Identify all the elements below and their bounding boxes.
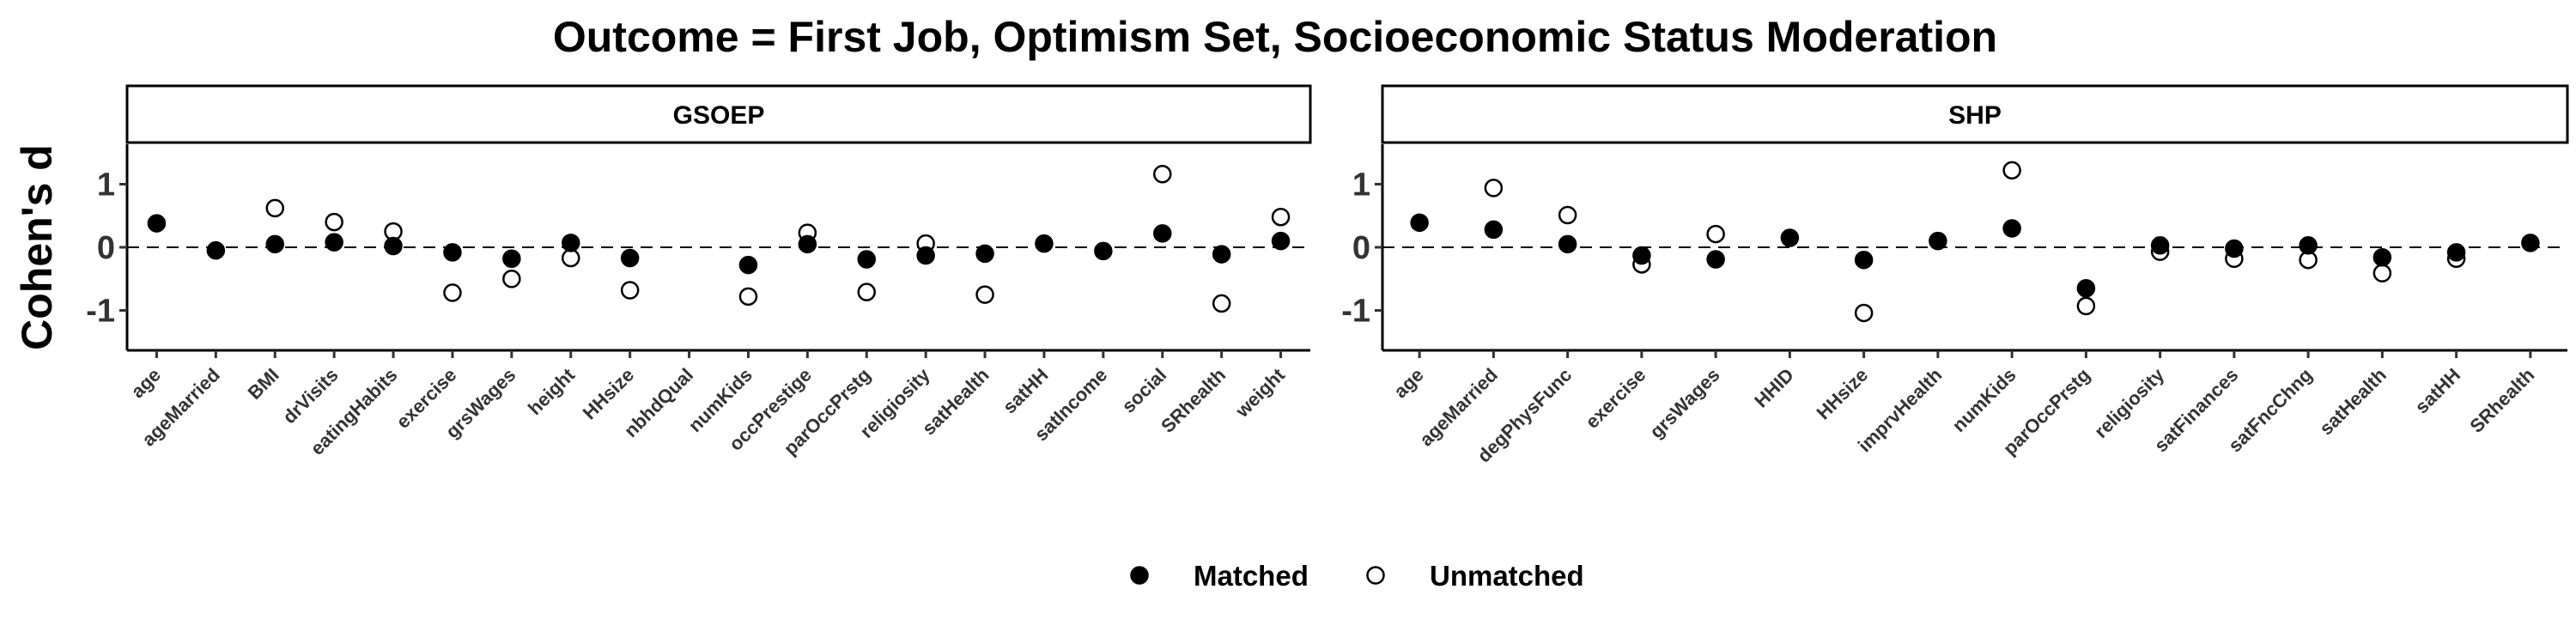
matched-point-satHealth [2372,248,2392,267]
x-tick-label: SRhealth [2465,364,2538,437]
matched-point-grsWages [1706,250,1725,269]
x-tick-label: HHsize [1813,364,1873,424]
matched-point-height [562,234,580,252]
matched-point-age [147,214,167,233]
unmatched-point-numKids [738,287,758,307]
matched-point-satFncChng [2299,236,2318,255]
unmatched-point-grsWages [502,270,521,289]
unmatched-point-HHsize [620,281,640,300]
unmatched-point-BMI [265,198,284,218]
matched-point-ageMarried [1484,220,1504,240]
legend-marker-matched [1130,566,1149,585]
strip-label-shp: SHP [1948,101,2002,130]
unmatched-point-parOccPrstg [857,283,876,301]
strip-box-shp [1381,84,2569,144]
matched-point-BMI [265,234,284,254]
legend-label-matched: Matched [1194,560,1309,592]
unmatched-point-weight [1271,207,1291,227]
strip-label-gsoep: GSOEP [673,101,765,130]
legend-label-unmatched: Unmatched [1430,560,1584,592]
matched-point-exercise [1632,246,1651,265]
unmatched-point-degPhysFunc [1558,205,1577,225]
legend-marker-unmatched [1366,566,1385,585]
matched-point-drVisits [325,233,343,252]
matched-point-occPrestige [798,234,817,254]
unmatched-point-exercise [443,283,462,302]
unmatched-point-numKids [2002,161,2021,180]
y-tick-label: -1 [1341,294,1370,330]
matched-point-religiosity [916,246,935,265]
y-tick-label: 0 [1352,230,1370,266]
matched-point-satHealth [975,244,994,264]
unmatched-point-grsWages [1706,224,1725,244]
matched-point-parOccPrstg [857,250,876,269]
matched-point-satIncome [1094,241,1113,261]
strip-box-gsoep [125,84,1312,144]
y-tick-label: 1 [97,167,115,204]
matched-point-numKids [2002,219,2021,238]
y-axis-label: Cohen's d [13,144,61,350]
matched-point-satHH [2446,243,2466,262]
y-tick-label: -1 [86,294,115,330]
matched-point-numKids [738,255,758,275]
matched-point-satHH [1035,234,1054,253]
matched-point-degPhysFunc [1558,234,1577,254]
matched-point-parOccPrstg [2076,279,2096,298]
unmatched-point-drVisits [325,212,343,232]
unmatched-point-satHealth [975,285,994,304]
x-tick-label: exercise [1581,364,1649,433]
matched-point-HHID [1780,228,1800,247]
x-tick-label: religiosity [2090,363,2169,442]
matched-point-imprvHealth [1929,231,1947,251]
x-tick-label: satHealth [2315,364,2391,440]
unmatched-point-parOccPrstg [2076,296,2096,316]
x-tick-label: age [1389,364,1427,402]
x-tick-label: numKids [1947,364,2020,436]
matched-point-HHsize [1854,250,1874,270]
unmatched-point-height [562,248,580,268]
matched-point-exercise [443,243,462,262]
y-tick-label: 1 [1352,167,1370,204]
x-tick-label: weight [1230,363,1289,422]
matched-point-religiosity [2150,236,2170,255]
matched-point-age [1410,213,1429,233]
matched-point-SRhealth [2521,234,2540,252]
chart-title: Outcome = First Job, Optimism Set, Socio… [553,13,1997,61]
matched-point-HHsize [620,248,640,268]
x-tick-label: SRhealth [1157,364,1230,437]
unmatched-point-HHsize [1854,303,1874,323]
x-tick-label: HHID [1750,364,1798,412]
matched-point-eatingHabits [384,236,403,256]
matched-point-satFinances [2225,239,2244,258]
unmatched-point-SRhealth [1212,294,1231,313]
legend: Matched Unmatched [1130,560,1584,592]
matched-point-social [1153,224,1172,243]
x-tick-label: social [1118,364,1171,417]
matched-point-ageMarried [206,240,226,260]
y-tick-label: 0 [97,230,115,266]
x-tick-label: BMI [244,364,283,404]
x-tick-label: HHsize [579,364,639,424]
x-tick-label: satHH [2411,364,2465,418]
unmatched-point-ageMarried [1484,179,1504,197]
x-tick-label: height [524,363,580,419]
matched-point-SRhealth [1212,245,1231,264]
matched-point-grsWages [502,249,521,268]
x-tick-label: grsWages [1645,364,1723,442]
unmatched-point-satHealth [2372,264,2392,283]
x-tick-label: satHH [999,364,1053,418]
unmatched-point-social [1153,164,1172,184]
x-tick-label: age [126,364,164,402]
matched-point-weight [1271,231,1291,251]
